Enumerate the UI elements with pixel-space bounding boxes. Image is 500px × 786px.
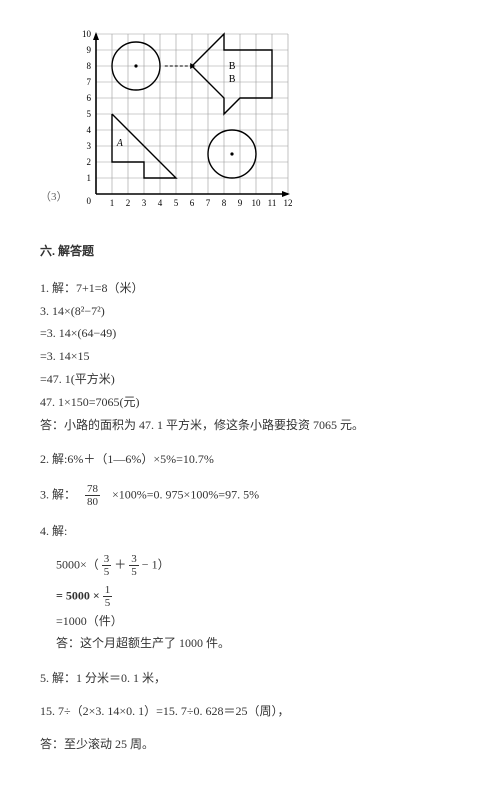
svg-text:12: 12 (283, 198, 292, 208)
p3-suffix: ×100%=0. 975×100%=97. 5% (112, 488, 259, 502)
p1-line-4: =3. 14×15 (40, 345, 460, 368)
svg-text:0: 0 (86, 196, 91, 206)
problem-1: 1. 解：7+1=8（米） 3. 14×(8²−7²) =3. 14×(64−4… (40, 277, 460, 437)
p4-f2n: 3 (129, 553, 139, 566)
p1-line-3: =3. 14×(64−49) (40, 322, 460, 345)
svg-text:B: B (228, 74, 235, 85)
p4-frac-3: 1 5 (103, 584, 113, 609)
p1-line-2: 3. 14×(8²−7²) (40, 300, 460, 323)
svg-text:3: 3 (141, 198, 146, 208)
p4-f3d: 5 (103, 597, 113, 609)
p3-fraction: 78 80 (85, 483, 100, 508)
svg-text:5: 5 (86, 109, 91, 119)
p1-answer: 答：小路的面积为 47. 1 平方米，修这条小路要投资 7065 元。 (40, 414, 460, 437)
svg-text:4: 4 (157, 198, 162, 208)
p3-prefix: 3. 解： (40, 488, 76, 502)
p5-line-2: 15. 7÷（2×3. 14×0. 1）=15. 7÷0. 628＝25（周）， (40, 700, 460, 723)
grid-figure: 123456789100123456789101112ABB (74, 30, 296, 212)
svg-text:7: 7 (205, 198, 210, 208)
p5-line-1: 5. 解：1 分米＝0. 1 米， (40, 667, 460, 690)
svg-text:8: 8 (86, 61, 91, 71)
p4-l1-pre: 5000×（ (56, 558, 99, 572)
svg-text:8: 8 (221, 198, 226, 208)
p4-line-1: 5000×（ 3 5 ＋ 3 5 − 1） (56, 553, 460, 578)
p5-answer: 答：至少滚动 25 周。 (40, 733, 460, 756)
svg-text:2: 2 (125, 198, 130, 208)
svg-text:10: 10 (82, 30, 92, 39)
p4-plus: ＋ (114, 558, 126, 572)
figure-label: （3） (40, 187, 68, 208)
p4-answer: 答：这个月超额生产了 1000 件。 (56, 632, 460, 655)
svg-text:2: 2 (86, 157, 91, 167)
p4-line-3: =1000（件） (56, 610, 460, 633)
p1-line-1: 1. 解：7+1=8（米） (40, 277, 460, 300)
svg-text:7: 7 (86, 77, 91, 87)
svg-text:5: 5 (173, 198, 178, 208)
p1-line-5: =47. 1(平方米) (40, 368, 460, 391)
svg-text:A: A (115, 138, 123, 149)
p1-line-6: 47. 1×150=7065(元) (40, 391, 460, 414)
svg-text:10: 10 (251, 198, 261, 208)
svg-text:1: 1 (109, 198, 114, 208)
p4-l2-pre: = 5000 × (56, 589, 100, 603)
p4-head: 4. 解: (40, 520, 460, 543)
p3-frac-num: 78 (85, 483, 100, 496)
p4-f2d: 5 (129, 566, 139, 578)
p4-f1n: 3 (102, 553, 112, 566)
svg-text:9: 9 (86, 45, 91, 55)
p4-line-2: = 5000 × 1 5 (56, 584, 460, 609)
problem-2: 2. 解:6%＋（1—6%）×5%=10.7% (40, 448, 460, 471)
svg-text:9: 9 (237, 198, 242, 208)
svg-text:6: 6 (86, 93, 91, 103)
p4-f3n: 1 (103, 584, 113, 597)
figure-row: （3） 123456789100123456789101112ABB (40, 30, 460, 212)
svg-text:4: 4 (86, 125, 91, 135)
svg-text:6: 6 (189, 198, 194, 208)
problem-5: 5. 解：1 分米＝0. 1 米， 15. 7÷（2×3. 14×0. 1）=1… (40, 667, 460, 755)
svg-text:3: 3 (86, 141, 91, 151)
p4-frac-1: 3 5 (102, 553, 112, 578)
svg-text:1: 1 (86, 173, 91, 183)
p3-frac-den: 80 (85, 496, 100, 508)
svg-text:11: 11 (267, 198, 276, 208)
p4-l1-post: − 1） (142, 558, 170, 572)
problem-4: 4. 解: 5000×（ 3 5 ＋ 3 5 − 1） = 5000 × 1 5… (40, 520, 460, 655)
p4-f1d: 5 (102, 566, 112, 578)
section-title: 六. 解答题 (40, 240, 460, 263)
p4-frac-2: 3 5 (129, 553, 139, 578)
svg-text:B: B (228, 61, 235, 72)
problem-3: 3. 解： 78 80 ×100%=0. 975×100%=97. 5% (40, 483, 460, 508)
